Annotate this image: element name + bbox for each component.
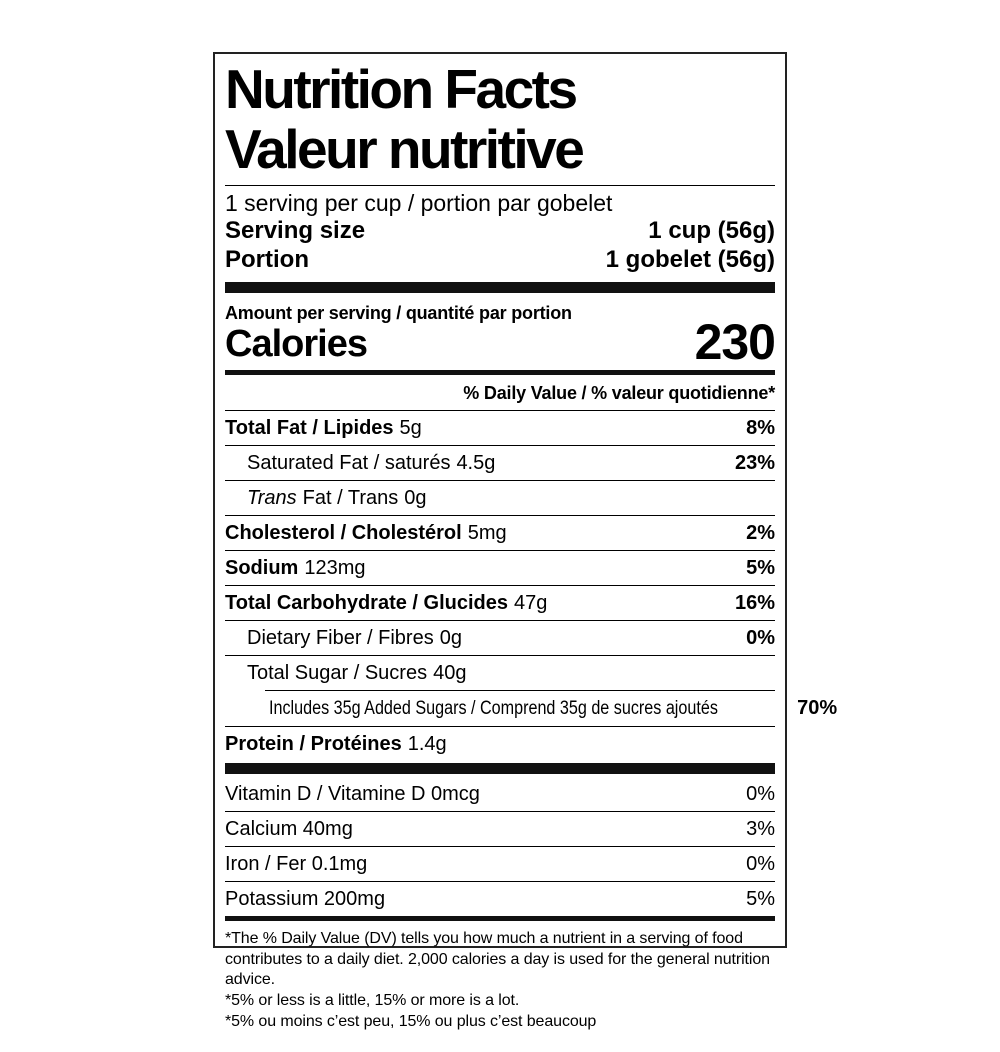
nutrient-dv: 2% — [746, 521, 775, 544]
footnote-daily-value: *The % Daily Value (DV) tells you how mu… — [225, 929, 770, 989]
footnote-en: *5% or less is a little, 15% or more is … — [225, 992, 520, 1010]
nutrient-name: Trans Fat / Trans 0g — [247, 486, 427, 509]
nutrient-dv: 8% — [746, 416, 775, 439]
nutrient-row-cholesterol: Cholesterol / Cholestérol 5mg 2% — [225, 514, 775, 550]
daily-value-header: % Daily Value / % valeur quotidienne* — [225, 375, 775, 411]
nutrient-name: Total Carbohydrate / Glucides 47g — [225, 591, 548, 614]
nutrient-row-sodium: Sodium 123mg 5% — [225, 549, 775, 585]
micronutrient-dv: 0% — [746, 782, 775, 805]
nutrient-dv: 70% — [797, 696, 838, 719]
portion-row: Portion 1 gobelet (56g) — [225, 246, 775, 275]
micronutrient-dv: 5% — [746, 887, 775, 910]
amount-per-serving-header: Amount per serving / quantité par portio… — [225, 302, 572, 323]
label-title-fr: Valeur nutritive — [225, 118, 585, 181]
nutrient-name: Dietary Fiber / Fibres 0g — [247, 626, 462, 649]
nutrient-name: Total Sugar / Sucres 40g — [247, 661, 467, 684]
serving-size-value: 1 cup (56g) — [648, 217, 775, 245]
micronutrient-row-calcium: Calcium 40mg 3% — [225, 810, 775, 846]
serving-size-row: Serving size 1 cup (56g) — [225, 217, 775, 246]
serving-size-label: Serving size — [225, 217, 366, 245]
nutrient-dv: 5% — [746, 556, 775, 579]
micronutrient-row-iron: Iron / Fer 0.1mg 0% — [225, 845, 775, 881]
thick-separator-bar — [225, 281, 775, 293]
nutrient-row-protein: Protein / Protéines 1.4g — [225, 725, 775, 761]
micronutrient-name: Calcium 40mg — [225, 817, 353, 840]
micronutrient-name: Iron / Fer 0.1mg — [225, 852, 368, 875]
nutrient-row-total-fat: Total Fat / Lipides 5g 8% — [225, 411, 775, 445]
nutrient-dv: 16% — [734, 591, 775, 614]
nutrition-facts-label: Nutrition Facts Valeur nutritive 1 servi… — [213, 52, 837, 1030]
portion-value: 1 gobelet (56g) — [605, 246, 775, 274]
nutrient-name: Total Fat / Lipides 5g — [225, 416, 422, 439]
nutrient-row-trans-fat: Trans Fat / Trans 0g — [225, 479, 775, 515]
footnotes: *The % Daily Value (DV) tells you how mu… — [225, 921, 775, 1033]
nutrient-row-fiber: Dietary Fiber / Fibres 0g 0% — [225, 619, 775, 655]
medium-separator-bar — [225, 369, 775, 375]
portion-label: Portion — [225, 246, 309, 274]
calories-label: Calories — [225, 322, 368, 365]
label-title-en: Nutrition Facts — [225, 58, 578, 120]
calories-value: 230 — [694, 313, 776, 370]
nutrient-name: Protein / Protéines 1.4g — [225, 732, 447, 755]
nutrient-row-carbohydrate: Total Carbohydrate / Glucides 47g 16% — [225, 584, 775, 620]
nutrient-name: Saturated Fat / saturés 4.5g — [247, 451, 496, 474]
nutrient-row-added-sugars: Includes 35g Added Sugars / Comprend 35g… — [225, 691, 837, 726]
nutrient-name: Cholesterol / Cholestérol 5mg — [225, 521, 507, 544]
serving-statement: 1 serving per cup / portion par gobelet — [225, 189, 613, 216]
micronutrient-dv: 0% — [746, 852, 775, 875]
title-divider — [225, 184, 775, 186]
nutrient-name: Includes 35g Added Sugars / Comprend 35g… — [269, 697, 718, 719]
nutrient-dv: 0% — [746, 626, 775, 649]
micronutrient-row-potassium: Potassium 200mg 5% — [225, 880, 775, 916]
nutrient-row-sugar: Total Sugar / Sucres 40g — [225, 654, 775, 690]
nutrient-row-saturated-fat: Saturated Fat / saturés 4.5g 23% — [225, 444, 775, 480]
thick-separator-bar-2 — [225, 762, 775, 774]
micronutrient-name: Potassium 200mg — [225, 887, 386, 910]
micronutrient-name: Vitamin D / Vitamine D 0mcg — [225, 782, 480, 805]
footnote-fr: *5% ou moins c’est peu, 15% ou plus c’es… — [225, 1012, 597, 1030]
micronutrient-dv: 3% — [746, 817, 775, 840]
added-sugars-divider — [265, 689, 775, 691]
nutrient-name: Sodium 123mg — [225, 556, 366, 579]
calories-row: Calories 230 — [225, 313, 776, 370]
medium-separator-bar-2 — [225, 915, 775, 921]
nutrient-dv: 23% — [734, 451, 775, 474]
micronutrient-row-vitamin-d: Vitamin D / Vitamine D 0mcg 0% — [225, 774, 775, 811]
